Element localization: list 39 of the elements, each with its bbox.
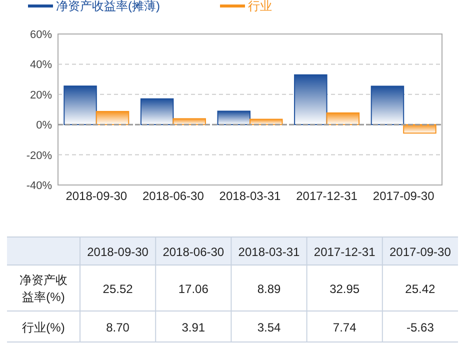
bar bbox=[326, 112, 360, 126]
x-tick-label: 2018-03-31 bbox=[219, 189, 282, 203]
text: 行业(%) bbox=[22, 320, 65, 334]
bar bbox=[96, 110, 130, 126]
data-label: 25.52 bbox=[102, 282, 134, 296]
y-tick-label: 0% bbox=[36, 120, 52, 132]
category-label: 2018-03-31 bbox=[238, 245, 300, 259]
y-tick-label: 20% bbox=[30, 89, 52, 102]
data-label: 8.70 bbox=[106, 320, 130, 334]
x-tick-label: 2018-06-30 bbox=[142, 189, 204, 203]
bar bbox=[370, 86, 404, 126]
category-label: 2018-06-30 bbox=[162, 245, 224, 259]
data-label: 32.95 bbox=[330, 282, 360, 296]
x-tick-label: 2017-12-31 bbox=[296, 189, 358, 203]
data-label: 3.54 bbox=[257, 320, 281, 334]
legend-label: 行业 bbox=[248, 0, 272, 13]
legend-label: 净资产收益率(摊薄) bbox=[56, 0, 160, 13]
x-tick-label: 2018-09-30 bbox=[66, 189, 128, 203]
category-label: 2017-12-31 bbox=[314, 245, 376, 259]
data-label: -5.63 bbox=[406, 320, 434, 334]
bar bbox=[64, 86, 97, 126]
bar bbox=[217, 110, 250, 126]
bar bbox=[403, 124, 436, 134]
y-tick-label: -40% bbox=[26, 180, 52, 192]
bar bbox=[140, 98, 174, 126]
data-label: 8.89 bbox=[257, 282, 281, 296]
x-tick-label: 2017-09-30 bbox=[372, 189, 435, 203]
text: 净资产收益率(%) bbox=[20, 273, 68, 304]
data-label: 17.06 bbox=[178, 282, 209, 296]
data-label: 25.42 bbox=[405, 282, 436, 296]
category-label: 2018-09-30 bbox=[87, 245, 148, 259]
bar bbox=[172, 118, 206, 126]
category-label: 2017-09-30 bbox=[390, 245, 451, 259]
data-label: 3.91 bbox=[182, 320, 206, 334]
y-tick-label: -20% bbox=[26, 150, 52, 162]
data-label: 7.74 bbox=[332, 320, 357, 334]
y-tick-label: 40% bbox=[30, 59, 52, 72]
bar bbox=[294, 74, 328, 126]
y-tick-label: 60% bbox=[30, 29, 52, 41]
